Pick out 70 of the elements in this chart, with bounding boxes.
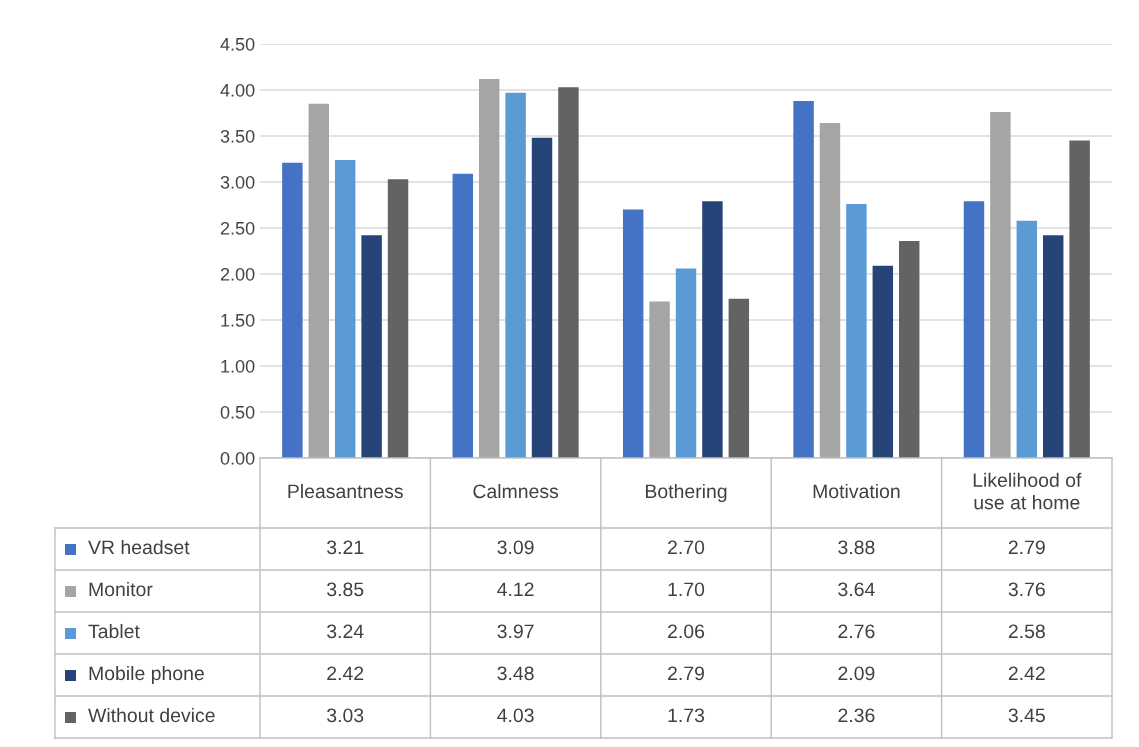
legend-label: Mobile phone <box>89 665 204 685</box>
data-label: 2.42 <box>1008 666 1045 681</box>
data-label: 2.06 <box>668 624 705 639</box>
data-label: 1.73 <box>668 708 705 723</box>
data-label: 2.70 <box>668 540 705 555</box>
data-label: 1.70 <box>668 582 705 597</box>
y-tick-label: 4.00 <box>220 83 255 97</box>
data-label: 4.03 <box>497 708 534 723</box>
data-label: 2.79 <box>1008 540 1045 555</box>
bar <box>899 240 920 458</box>
bar <box>675 268 697 458</box>
bar <box>308 103 330 458</box>
data-label: 3.48 <box>497 666 534 681</box>
data-label: 2.76 <box>838 624 875 639</box>
bar <box>793 101 814 458</box>
data-label: 3.09 <box>497 540 534 555</box>
bar <box>334 159 356 458</box>
bar <box>1016 220 1038 458</box>
data-label: 3.76 <box>1008 582 1045 597</box>
legend-label: Without device <box>88 707 215 723</box>
x-tick-label: Pleasantness <box>288 483 403 499</box>
bar <box>387 179 409 458</box>
x-tick-label: Bothering <box>645 483 727 503</box>
data-label: 3.03 <box>327 708 364 723</box>
y-tick-label: 1.50 <box>221 313 255 327</box>
bar <box>990 112 1011 458</box>
bar <box>282 162 303 458</box>
data-label: 3.24 <box>327 624 364 639</box>
x-tick-label: Likelihood of use at home <box>973 472 1082 510</box>
bar <box>872 265 894 458</box>
y-tick-label: 2.00 <box>220 267 255 281</box>
bar <box>846 204 867 458</box>
bar <box>1069 140 1090 458</box>
y-tick-label: 3.00 <box>220 175 255 189</box>
data-label: 2.36 <box>838 708 875 723</box>
y-tick-label: 4.50 <box>220 37 255 51</box>
legend-label: VR headset <box>88 539 190 555</box>
y-tick-label: 1.00 <box>221 359 255 373</box>
bar <box>1042 235 1064 458</box>
bar <box>728 298 750 458</box>
data-label: 2.79 <box>668 666 704 681</box>
data-label: 3.85 <box>327 582 364 597</box>
x-tick-label: Calmness <box>473 483 559 499</box>
bar <box>819 123 841 458</box>
bar <box>963 201 985 458</box>
legend-label: Tablet <box>88 623 140 639</box>
data-label: 2.58 <box>1008 624 1045 639</box>
bar <box>452 173 473 458</box>
bar <box>478 78 500 458</box>
bar <box>558 87 579 458</box>
bar <box>702 201 723 458</box>
data-label: 3.88 <box>838 540 875 555</box>
y-tick-label: 0.00 <box>220 451 255 465</box>
data-label: 3.64 <box>838 582 875 597</box>
bar <box>361 235 382 458</box>
x-tick-label: Motivation <box>813 483 900 499</box>
data-label: 2.09 <box>838 666 875 681</box>
data-label: 3.45 <box>1008 708 1045 723</box>
legend-label: Monitor <box>89 581 153 597</box>
data-label: 3.97 <box>497 624 534 639</box>
bar <box>505 92 526 458</box>
data-label: 2.42 <box>327 666 364 681</box>
bar <box>531 137 553 458</box>
bar <box>622 209 644 458</box>
data-label: 4.12 <box>497 582 534 597</box>
bar <box>649 301 670 458</box>
data-label: 3.21 <box>327 540 364 555</box>
y-tick-label: 0.50 <box>220 405 255 419</box>
y-tick-label: 3.50 <box>220 129 255 143</box>
y-tick-label: 2.50 <box>220 221 255 235</box>
